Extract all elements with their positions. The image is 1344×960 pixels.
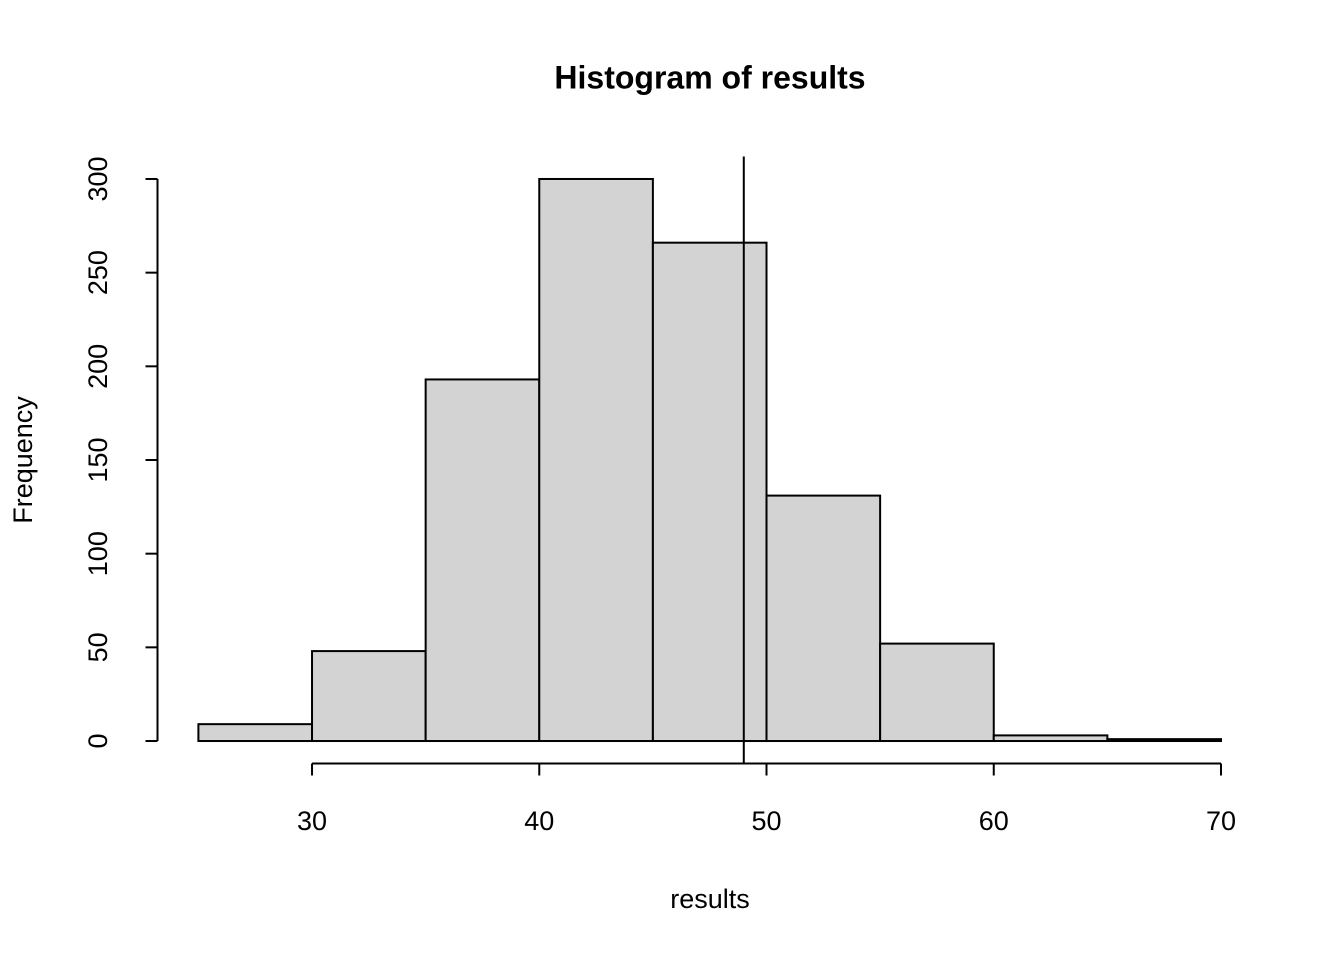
y-tick-label: 200 — [83, 344, 113, 389]
bar — [765, 494, 882, 743]
bar — [311, 650, 427, 743]
bar — [197, 723, 314, 743]
bar — [538, 177, 654, 743]
y-tick-label: 150 — [83, 437, 113, 482]
x-tick-label: 50 — [751, 806, 781, 836]
y-axis-label: Frequency — [8, 396, 38, 524]
bar — [992, 734, 1109, 743]
x-tick-label: 30 — [297, 806, 327, 836]
y-tick-label: 50 — [83, 632, 113, 662]
x-axis-label: results — [670, 884, 750, 914]
y-tick-label: 250 — [83, 250, 113, 295]
y-tick-label: 300 — [83, 156, 113, 201]
y-tick-label: 100 — [83, 531, 113, 576]
chart-title: Histogram of results — [554, 59, 865, 95]
x-tick-label: 40 — [524, 806, 554, 836]
bar — [424, 378, 541, 743]
x-tick-label: 70 — [1206, 806, 1236, 836]
bar — [1106, 738, 1222, 743]
bar — [651, 241, 768, 743]
y-tick-label: 0 — [83, 734, 113, 749]
bar — [879, 642, 995, 743]
x-tick-label: 60 — [979, 806, 1009, 836]
